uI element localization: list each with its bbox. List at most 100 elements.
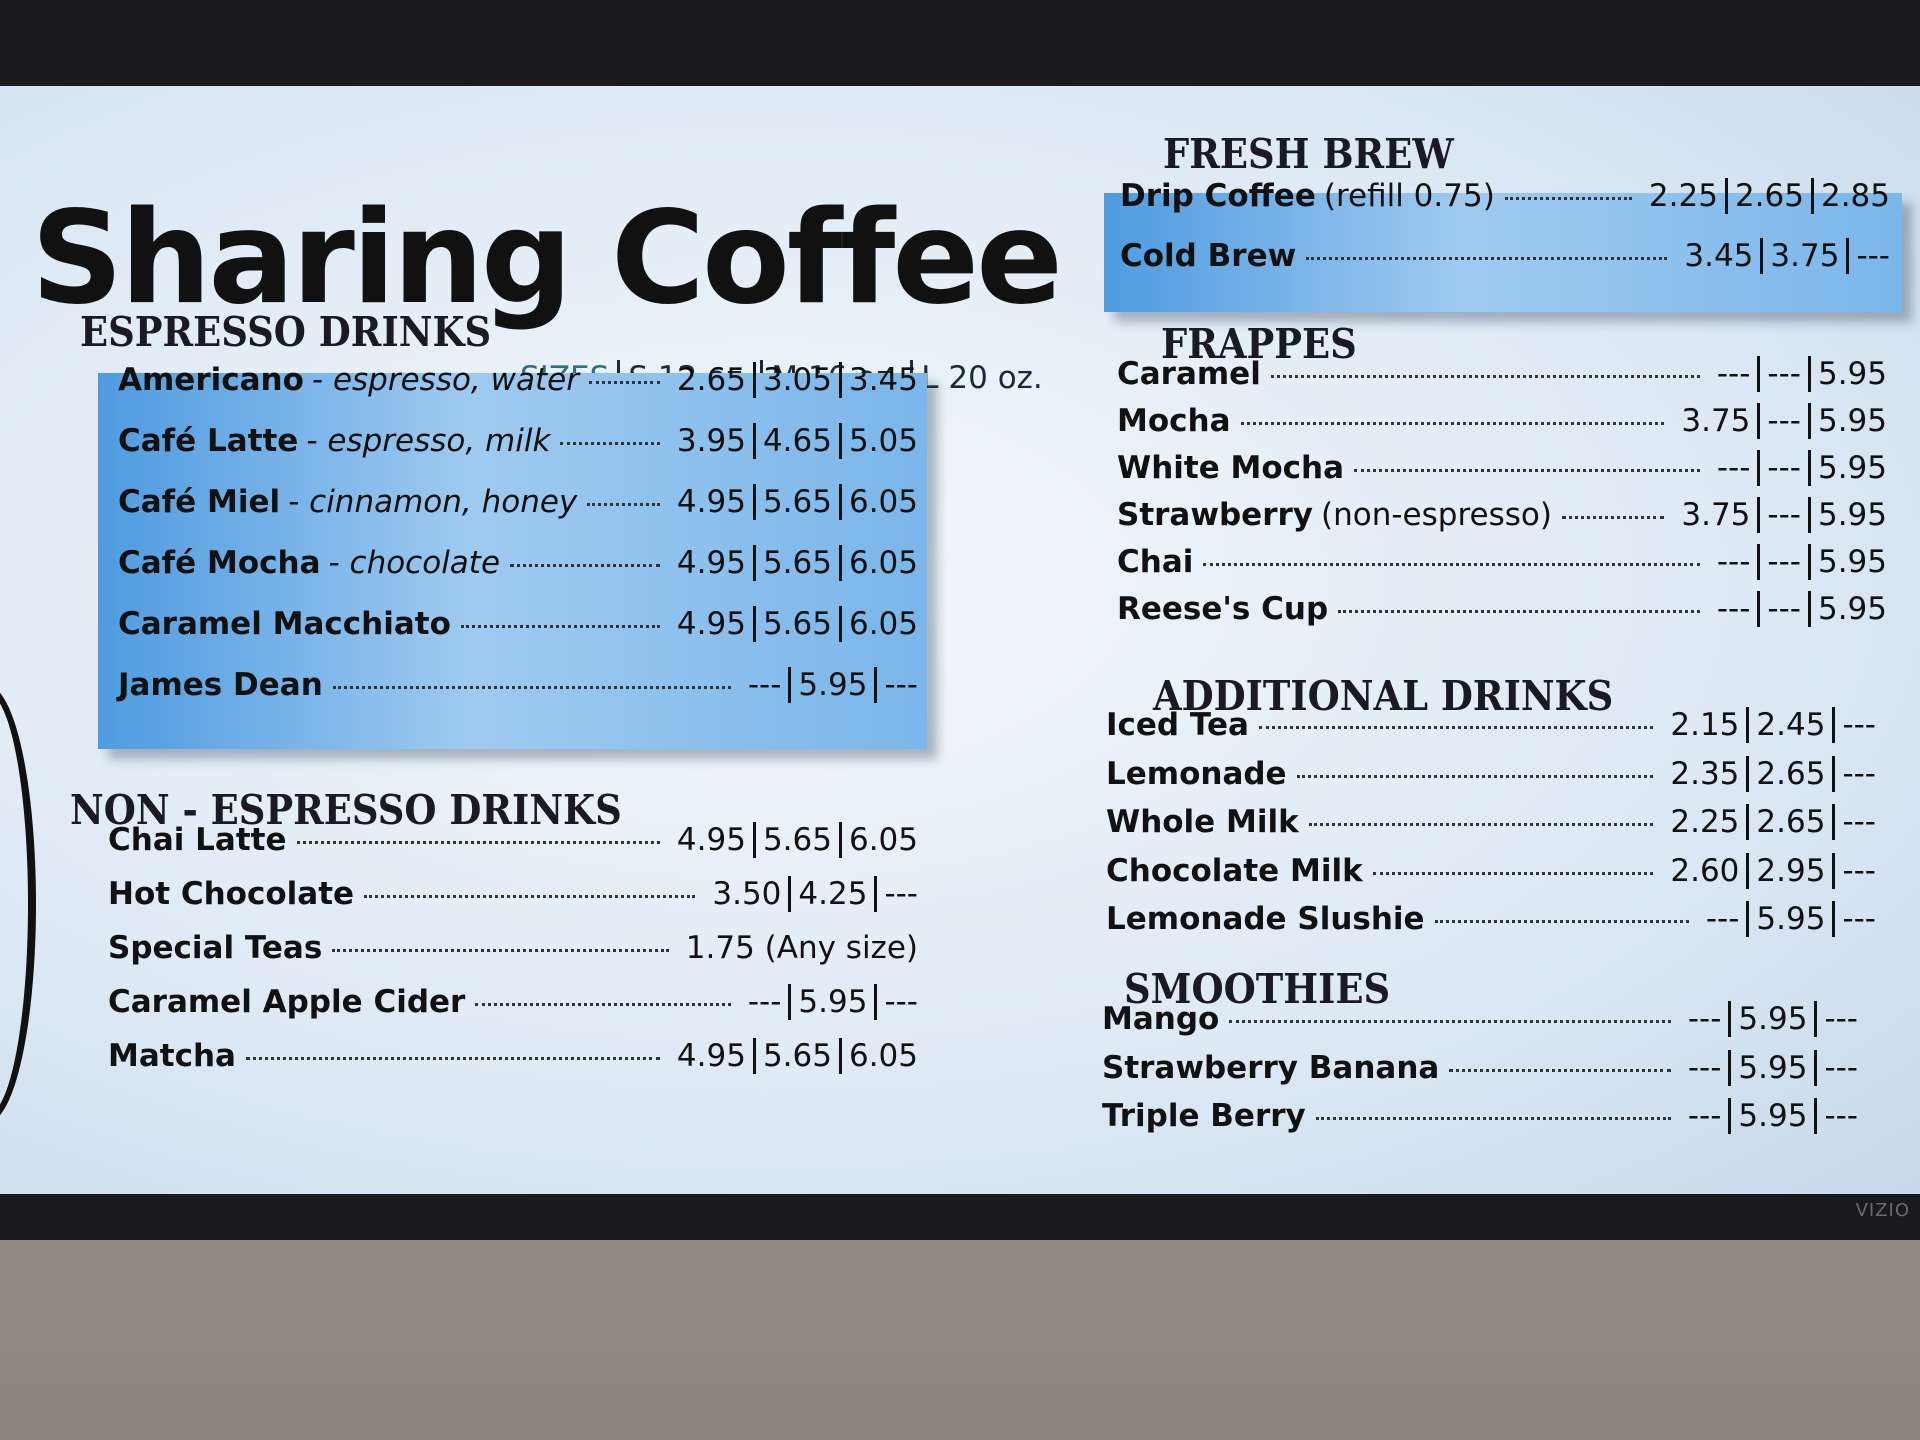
price: 2.65 xyxy=(1746,804,1832,840)
price: --- xyxy=(874,876,918,912)
leader xyxy=(1449,1068,1671,1072)
prices: 2.35 2.65 --- xyxy=(1663,755,1876,792)
size: L 20 oz. xyxy=(910,360,1051,396)
price: 5.95 xyxy=(1728,1001,1814,1037)
price: 2.25 xyxy=(1648,178,1718,214)
price: 2.95 xyxy=(1746,852,1832,889)
item-desc: - espresso, milk xyxy=(306,423,551,459)
price: 2.65 xyxy=(1724,178,1811,214)
price: 1.75 (Any size) xyxy=(685,930,918,966)
prices: --- --- 5.95 xyxy=(1710,356,1887,392)
section-title: FRESH BREW xyxy=(1163,130,1454,178)
menu-item: Hot Chocolate 3.50 4.25 --- xyxy=(108,876,918,912)
price: 3.05 xyxy=(752,362,839,398)
price: 5.95 xyxy=(1746,901,1832,937)
price: --- xyxy=(1687,1098,1722,1134)
prices: 2.65 3.05 3.45 xyxy=(670,362,918,398)
leader xyxy=(560,442,660,445)
item-name: White Mocha xyxy=(1117,450,1345,486)
leader xyxy=(296,841,660,844)
leader xyxy=(1296,774,1654,778)
price: 5.05 xyxy=(838,423,918,459)
item-note: (non-espresso) xyxy=(1321,497,1552,533)
leader xyxy=(364,895,696,898)
menu-item: James Dean --- 5.95 --- xyxy=(118,667,918,703)
price: 3.45 xyxy=(1684,238,1754,274)
highlight-box xyxy=(1104,193,1902,312)
prices: 4.95 5.65 6.05 xyxy=(670,545,918,581)
item-name: Whole Milk xyxy=(1106,804,1299,840)
price: 2.85 xyxy=(1810,178,1890,214)
price: --- xyxy=(1757,450,1808,486)
item-name: Café Mocha xyxy=(118,545,321,581)
prices: 3.45 3.75 --- xyxy=(1677,238,1890,274)
price: 2.15 xyxy=(1670,707,1740,743)
prices: --- --- 5.95 xyxy=(1710,450,1887,486)
leader xyxy=(332,686,731,689)
price: 6.05 xyxy=(838,822,918,858)
prices: 4.95 5.65 6.05 xyxy=(670,822,918,858)
item-name: Reese's Cup xyxy=(1117,591,1329,627)
item-desc: - cinnamon, honey xyxy=(288,484,578,520)
menu-item: Americano - espresso, water 2.65 3.05 3.45 xyxy=(118,362,918,398)
item-name: Lemonade Slushie xyxy=(1106,901,1425,937)
price: 2.65 xyxy=(676,362,746,398)
price: --- xyxy=(1832,852,1876,889)
menu-item: Café Miel - cinnamon, honey 4.95 5.65 6.05 xyxy=(118,484,918,520)
item-name: Lemonade xyxy=(1106,755,1287,792)
item-name: Matcha xyxy=(108,1038,236,1074)
prices: 3.95 4.65 5.05 xyxy=(670,423,918,459)
item-name: Iced Tea xyxy=(1106,707,1249,743)
prices: --- 5.95 --- xyxy=(1681,1001,1858,1037)
price: 5.65 xyxy=(752,1038,839,1074)
logo-arc xyxy=(0,686,36,1122)
price: --- xyxy=(1716,591,1751,627)
price: --- xyxy=(747,984,782,1020)
price: --- xyxy=(1814,1049,1858,1086)
item-note: (refill 0.75) xyxy=(1323,178,1495,214)
menu-item: White Mocha --- --- 5.95 xyxy=(1117,450,1887,486)
item-name: Drip Coffee xyxy=(1120,178,1316,214)
price: --- xyxy=(1687,1001,1722,1037)
price: 2.65 xyxy=(1746,755,1832,792)
price: 5.95 xyxy=(1728,1049,1814,1086)
menu-item: Mocha 3.75 --- 5.95 xyxy=(1117,403,1887,439)
brand: VIZIO xyxy=(1855,1200,1910,1221)
menu-item: Caramel Apple Cider --- 5.95 --- xyxy=(108,984,918,1020)
leader xyxy=(1434,920,1689,923)
price: --- xyxy=(1757,403,1808,439)
prices: 3.75 --- 5.95 xyxy=(1674,403,1887,439)
price: 3.95 xyxy=(676,423,746,459)
price: 4.95 xyxy=(676,484,746,520)
menu-item: Café Mocha - chocolate 4.95 5.65 6.05 xyxy=(118,545,918,581)
item-name: Café Latte xyxy=(118,423,299,459)
leader xyxy=(1308,823,1654,826)
menu-item: Caramel Macchiato 4.95 5.65 6.05 xyxy=(118,606,918,642)
item-name: Café Miel xyxy=(118,484,281,520)
leader xyxy=(1203,563,1700,566)
menu-screen: Sharing CoffeeSIZESS 12 oz.M 16 oz.L 20 … xyxy=(0,86,1920,1194)
section-title: ESPRESSO DRINKS xyxy=(80,308,492,356)
price: 6.05 xyxy=(838,484,918,520)
price: --- xyxy=(1814,1001,1858,1037)
menu-item: Whole Milk 2.25 2.65 --- xyxy=(1106,804,1876,840)
item-name: Chocolate Milk xyxy=(1106,852,1363,889)
leader xyxy=(510,564,660,567)
price: --- xyxy=(1757,356,1808,392)
leader xyxy=(1372,871,1654,875)
section-title: SMOOTHIES xyxy=(1124,965,1391,1013)
price: 5.95 xyxy=(1807,450,1887,486)
item-name: Special Teas xyxy=(108,930,323,966)
price: --- xyxy=(1757,591,1808,627)
section-title: ADDITIONAL DRINKS xyxy=(1153,672,1614,720)
price: --- xyxy=(1832,707,1876,743)
item-name: Hot Chocolate xyxy=(108,876,355,912)
menu-item: Chai Latte 4.95 5.65 6.05 xyxy=(108,822,918,858)
price: --- xyxy=(1716,450,1751,486)
leader xyxy=(587,503,660,506)
tv-frame: Sharing CoffeeSIZESS 12 oz.M 16 oz.L 20 … xyxy=(0,0,1920,1240)
price: 6.05 xyxy=(838,545,918,581)
price: --- xyxy=(1705,901,1740,937)
price: 5.65 xyxy=(752,822,839,858)
